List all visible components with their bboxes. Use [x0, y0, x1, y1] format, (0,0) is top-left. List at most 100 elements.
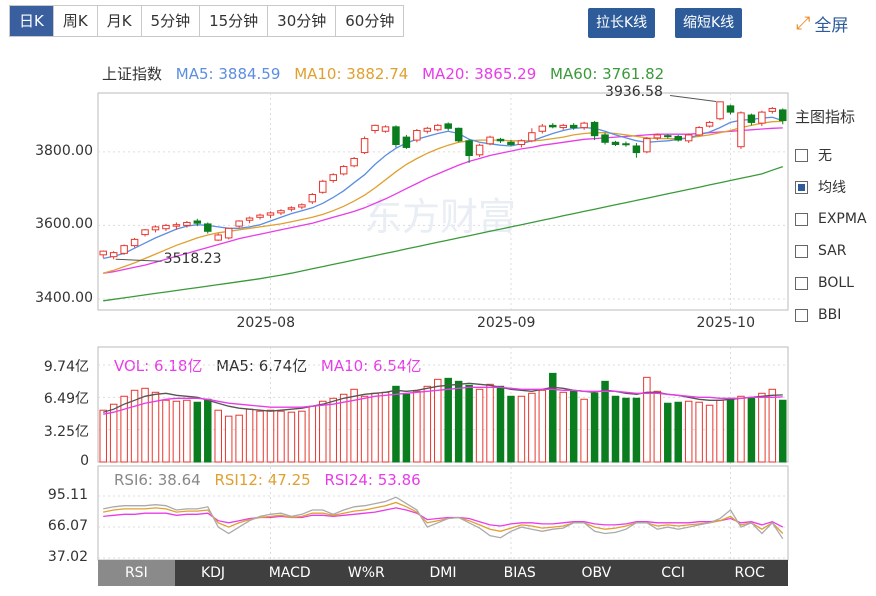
volume-bar	[235, 414, 243, 463]
indicator-option-label: BBI	[818, 307, 842, 323]
volume-bar	[214, 409, 222, 463]
volume-bar	[402, 393, 411, 463]
candle-body	[779, 109, 787, 122]
vol-ma10: MA10: 6.54亿	[320, 357, 422, 375]
fullscreen-button[interactable]: ⤢ 全屏	[796, 11, 848, 36]
vol-value: VOL: 6.18亿	[114, 357, 203, 375]
candle-body	[130, 238, 139, 247]
volume-bar	[622, 397, 630, 463]
candle-body	[371, 124, 379, 132]
candle-body	[549, 124, 557, 128]
candle-body	[162, 224, 170, 230]
shrink-kline-button[interactable]: 缩短K线	[675, 8, 743, 38]
indicator-tab-rsi[interactable]: RSI	[98, 560, 175, 586]
volume-bar	[590, 392, 599, 463]
indicator-option-5[interactable]: BBI	[795, 299, 875, 331]
checkbox-icon[interactable]	[795, 276, 808, 290]
volume-bar	[517, 395, 526, 463]
indicator-option-0[interactable]: 无	[795, 139, 875, 171]
indicator-tab-macd[interactable]: MACD	[268, 565, 311, 581]
volume-bar	[298, 410, 306, 463]
candle-body	[256, 214, 264, 218]
candle-body	[758, 111, 766, 124]
candle-body	[496, 138, 505, 142]
checkbox-icon[interactable]	[795, 212, 808, 226]
indicator-option-1[interactable]: 均线	[795, 171, 875, 203]
vol-ma5: MA5: 6.74亿	[216, 357, 308, 375]
candle-body	[590, 121, 599, 137]
volume-bar	[716, 399, 724, 463]
vol-legend: VOL: 6.18亿 MA5: 6.74亿 MA10: 6.54亿	[114, 355, 430, 376]
main-panel-frame	[97, 92, 789, 311]
checkbox-icon[interactable]	[795, 148, 808, 162]
volume-bar	[371, 392, 379, 463]
indicator-tab-obv[interactable]: OBV	[581, 565, 612, 581]
indicator-tab-wr[interactable]: W%R	[347, 565, 385, 581]
candle-body	[413, 130, 421, 141]
ma10-legend: MA10: 3882.74	[294, 65, 409, 83]
indicator-option-label: 无	[818, 148, 832, 164]
volume-ma10-line	[103, 386, 783, 415]
ma20-legend: MA20: 3865.29	[422, 65, 537, 83]
volume-bar	[183, 399, 191, 463]
candle-body	[528, 132, 536, 142]
indicator-option-label: BOLL	[818, 275, 854, 291]
candle-body	[622, 143, 630, 146]
candle-body	[308, 194, 317, 203]
volume-bar	[277, 410, 285, 463]
volume-bar	[475, 388, 484, 463]
volume-bar	[392, 385, 400, 463]
rsi24-legend: RSI24: 53.86	[324, 471, 421, 489]
main-indicator-panel: 主图指标 无均线 EXPMA SAR BOLL BBI	[795, 106, 875, 331]
candle-body	[204, 223, 212, 232]
indicator-tab-bias[interactable]: BIAS	[503, 565, 536, 581]
checkbox-icon[interactable]	[795, 244, 808, 258]
volume-bar	[737, 395, 745, 463]
indicator-option-2[interactable]: EXPMA	[795, 203, 875, 235]
fullscreen-icon: ⤢	[796, 13, 811, 34]
candle-body	[737, 112, 745, 148]
fullscreen-label: 全屏	[814, 16, 849, 36]
checkbox-icon[interactable]	[795, 308, 808, 322]
volume-bar	[486, 383, 494, 463]
indicator-tab-kdj[interactable]: KDJ	[200, 565, 226, 581]
candle-body	[705, 121, 714, 127]
volume-y-tick: 3.25亿	[43, 423, 89, 440]
indicator-option-label: EXPMA	[818, 211, 867, 227]
volume-bar	[256, 410, 264, 463]
candle-body	[245, 217, 254, 221]
volume-bar	[109, 403, 118, 463]
volume-y-tick: 0	[80, 453, 89, 469]
checkbox-icon[interactable]	[795, 180, 808, 194]
indicator-tab-roc[interactable]: ROC	[734, 565, 765, 581]
indicator-option-4[interactable]: BOLL	[795, 267, 875, 299]
main-indicator-title: 主图指标	[795, 108, 856, 126]
candle-body	[507, 141, 515, 145]
index-name: 上证指数	[102, 65, 163, 83]
volume-bar	[141, 387, 149, 463]
stretch-kline-button[interactable]: 拉长K线	[588, 8, 656, 38]
main-y-tick: 3600.00	[35, 216, 93, 233]
period-tab-0[interactable]: 日K	[10, 6, 54, 36]
candle-body	[454, 127, 463, 142]
period-tab-5[interactable]: 30分钟	[268, 6, 337, 36]
volume-bar	[611, 395, 620, 463]
period-tab-4[interactable]: 15分钟	[200, 6, 269, 36]
period-tab-2[interactable]: 月K	[97, 6, 142, 36]
indicator-tab-dmi[interactable]: DMI	[429, 565, 457, 581]
candle-body	[402, 136, 411, 148]
indicator-tab-cci[interactable]: CCI	[661, 565, 685, 581]
period-tab-6[interactable]: 60分钟	[336, 6, 404, 36]
period-tab-1[interactable]: 周K	[53, 6, 98, 36]
candle-body	[350, 157, 358, 167]
volume-bar	[664, 402, 672, 463]
volume-bar	[162, 399, 170, 463]
indicator-option-3[interactable]: SAR	[795, 235, 875, 267]
volume-bar	[423, 385, 432, 463]
period-tab-3[interactable]: 5分钟	[141, 6, 201, 36]
high-annotation-arrow	[669, 94, 717, 102]
volume-bar	[632, 397, 641, 463]
candle-body	[423, 127, 432, 132]
candle-body	[643, 138, 651, 153]
